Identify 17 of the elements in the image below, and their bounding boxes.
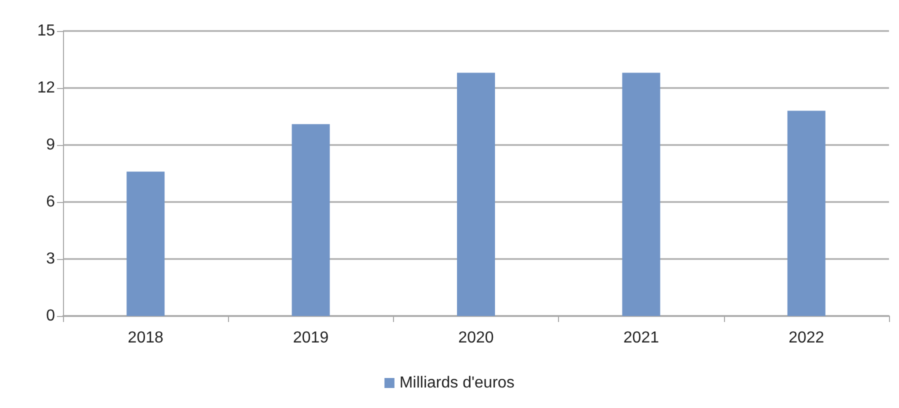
bar	[292, 124, 330, 316]
bar	[457, 72, 495, 316]
y-tick-label: 6	[46, 194, 56, 210]
x-tick-label: 2021	[623, 330, 660, 346]
x-tick-label: 2020	[458, 330, 494, 346]
y-tick-label: 0	[46, 308, 56, 324]
bar	[787, 110, 826, 316]
x-tick-label: 2018	[128, 330, 164, 346]
bar	[622, 72, 660, 316]
y-tick-label: 9	[46, 136, 56, 154]
legend-label: Milliards d'euros	[399, 374, 515, 392]
y-tick-label: 12	[37, 80, 56, 96]
bar	[126, 172, 165, 316]
x-tick-label: 2019	[293, 330, 329, 346]
y-tick-label: 3	[46, 250, 56, 268]
y-tick-label: 15	[37, 22, 56, 40]
x-tick-label: 2022	[788, 330, 824, 346]
